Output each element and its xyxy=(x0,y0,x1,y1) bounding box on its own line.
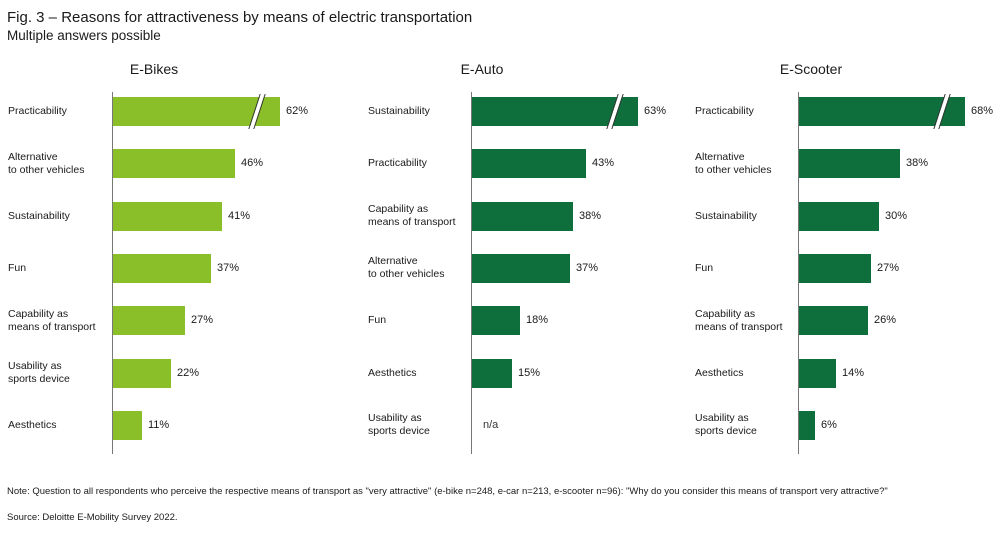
value-label: 37% xyxy=(217,261,240,274)
category-label: Aesthetics xyxy=(8,418,57,431)
panel-title-escooter: E-Scooter xyxy=(779,61,843,77)
category-label: Aesthetics xyxy=(368,366,417,379)
value-label: 14% xyxy=(842,366,865,379)
bar xyxy=(113,410,142,440)
value-label: 38% xyxy=(579,209,602,222)
bar xyxy=(799,94,965,129)
panel-title-eauto: E-Auto xyxy=(460,61,504,77)
value-label: 26% xyxy=(874,314,897,327)
value-label: 11% xyxy=(148,418,170,431)
footnote: Note: Question to all respondents who pe… xyxy=(7,486,888,497)
bar xyxy=(799,149,900,179)
bar xyxy=(799,201,879,231)
value-label: 43% xyxy=(592,157,615,170)
category-label: Aesthetics xyxy=(695,366,744,379)
value-label: 22% xyxy=(177,366,200,379)
bar xyxy=(113,306,185,336)
panel-escooter: E-Scooter Practicability 68% Alternative to… xyxy=(695,61,994,454)
axis-break-icon xyxy=(933,94,951,129)
bar xyxy=(472,306,520,336)
value-label: 6% xyxy=(821,418,837,431)
value-label: 30% xyxy=(885,209,908,222)
chart-subtitle: Multiple answers possible xyxy=(7,28,161,43)
panel-eauto: E-Auto Sustainability 63% Practicability 43%… xyxy=(368,61,667,454)
category-label: Sustainability xyxy=(695,209,757,222)
bar xyxy=(113,94,280,129)
category-label: Sustainability xyxy=(368,105,430,117)
value-label: 62% xyxy=(286,105,309,117)
bar xyxy=(472,94,638,129)
bar xyxy=(799,358,836,388)
category-label: Fun xyxy=(695,261,714,274)
bar xyxy=(113,201,222,231)
category-label: Practicability xyxy=(695,105,754,117)
category-label: Alternative to other vehicles xyxy=(695,150,772,176)
bar xyxy=(113,358,171,388)
category-label: Usability as sports device xyxy=(695,412,757,438)
bar xyxy=(799,253,871,283)
value-label: 18% xyxy=(526,314,549,327)
axis-line xyxy=(112,92,113,454)
category-label: Capability as means of transport xyxy=(368,203,456,229)
bar xyxy=(472,358,512,388)
source-note: Source: Deloitte E-Mobility Survey 2022. xyxy=(7,512,178,523)
value-label: 38% xyxy=(906,157,929,170)
value-label: 68% xyxy=(971,105,994,117)
category-label: Fun xyxy=(8,261,27,274)
value-label: 37% xyxy=(576,261,599,274)
category-label: Sustainability xyxy=(8,209,70,222)
category-label: Capability as means of transport xyxy=(695,307,783,333)
category-label: Fun xyxy=(368,314,387,327)
axis-line xyxy=(471,92,472,454)
panel-title-ebike: E-Bikes xyxy=(129,61,179,77)
bar xyxy=(472,201,573,231)
category-label: Practicability xyxy=(8,105,67,117)
bar xyxy=(799,306,868,336)
bar xyxy=(472,149,586,179)
bar xyxy=(113,149,235,179)
value-label: 27% xyxy=(191,314,214,327)
category-label: Capability as means of transport xyxy=(8,307,96,333)
bar xyxy=(472,253,570,283)
chart-title: Fig. 3 – Reasons for attractiveness by m… xyxy=(7,9,473,26)
bar xyxy=(113,253,211,283)
value-label: 15% xyxy=(518,366,541,379)
category-label: Usability as sports device xyxy=(368,412,430,438)
bar xyxy=(799,410,815,440)
category-label: Practicability xyxy=(368,157,427,170)
value-label: 41% xyxy=(228,209,251,222)
value-label: n/a xyxy=(483,418,499,431)
category-label: Usability as sports device xyxy=(8,360,70,385)
value-label: 46% xyxy=(241,157,264,170)
value-label: 63% xyxy=(644,105,667,117)
axis-line xyxy=(798,92,799,454)
panel-ebike: E-Bikes Practicability 62% Alternative to o… xyxy=(8,61,309,454)
category-label: Alternative to other vehicles xyxy=(368,255,445,281)
value-label: 27% xyxy=(877,261,900,274)
category-label: Alternative to other vehicles xyxy=(8,150,85,176)
